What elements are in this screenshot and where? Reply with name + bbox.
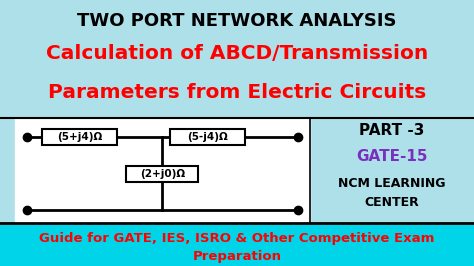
Text: PART -3: PART -3 xyxy=(359,123,425,138)
Text: (5-j4)Ω: (5-j4)Ω xyxy=(188,132,228,142)
Bar xyxy=(0,223,474,266)
Text: (5+j4)Ω: (5+j4)Ω xyxy=(57,132,102,142)
Text: GATE-15: GATE-15 xyxy=(356,149,428,164)
Text: Preparation: Preparation xyxy=(192,250,282,263)
Text: (2+j0)Ω: (2+j0)Ω xyxy=(140,169,185,179)
Text: NCM LEARNING: NCM LEARNING xyxy=(338,177,446,190)
Text: CENTER: CENTER xyxy=(365,196,419,209)
FancyBboxPatch shape xyxy=(42,129,117,145)
Text: Calculation of ABCD/Transmission: Calculation of ABCD/Transmission xyxy=(46,44,428,63)
Text: Parameters from Electric Circuits: Parameters from Electric Circuits xyxy=(48,82,426,102)
FancyBboxPatch shape xyxy=(171,129,246,145)
Bar xyxy=(15,118,310,223)
Text: Guide for GATE, IES, ISRO & Other Competitive Exam: Guide for GATE, IES, ISRO & Other Compet… xyxy=(39,231,435,244)
FancyBboxPatch shape xyxy=(127,166,199,182)
Text: TWO PORT NETWORK ANALYSIS: TWO PORT NETWORK ANALYSIS xyxy=(77,12,397,30)
